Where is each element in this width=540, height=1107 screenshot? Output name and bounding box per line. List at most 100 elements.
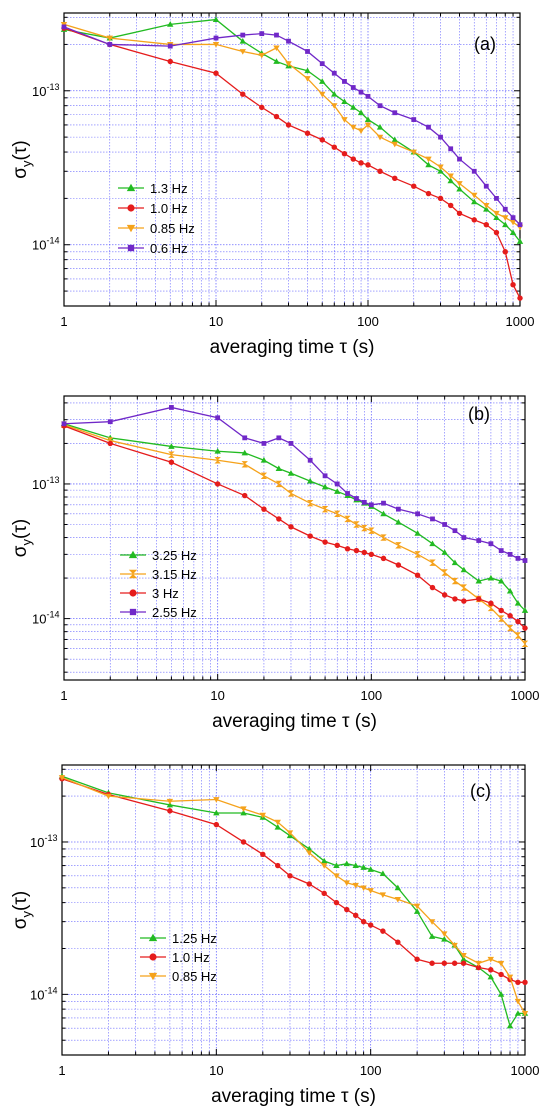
legend-label: 3.25 Hz (152, 548, 197, 563)
data-point (497, 991, 505, 997)
x-tick-label: 1 (58, 1063, 65, 1078)
data-point (354, 496, 359, 501)
data-point (429, 584, 436, 591)
data-point (509, 219, 517, 226)
legend-marker (148, 972, 158, 981)
data-point (521, 1010, 529, 1017)
data-point (494, 195, 499, 201)
data-point (321, 505, 329, 513)
data-point (460, 584, 468, 591)
data-point (361, 549, 368, 556)
data-point (304, 130, 311, 136)
data-point (214, 448, 221, 454)
data-point (306, 850, 313, 856)
panel-label: (a) (474, 34, 496, 54)
data-point (448, 146, 454, 152)
data-point (483, 203, 490, 209)
data-point (242, 492, 248, 499)
data-point (61, 24, 67, 30)
data-point (287, 873, 293, 879)
data-point (353, 521, 360, 528)
legend-label: 2.55 Hz (152, 605, 197, 620)
legend-label: 3.15 Hz (152, 567, 197, 582)
data-point (242, 435, 248, 441)
data-point (460, 953, 467, 959)
data-point (358, 89, 364, 95)
data-point (461, 535, 467, 540)
data-point (392, 175, 398, 182)
data-point (341, 98, 348, 105)
data-point (107, 42, 113, 47)
data-point (425, 161, 432, 168)
data-point (350, 85, 356, 90)
data-point (380, 534, 387, 541)
data-point (483, 221, 489, 228)
data-point (307, 457, 313, 463)
series-line (61, 778, 525, 983)
data-point (167, 21, 174, 27)
data-point (510, 281, 516, 288)
legend-marker (126, 183, 136, 192)
x-tick-label: 1000 (511, 1063, 540, 1078)
data-point (394, 884, 402, 891)
plot-frame (63, 395, 526, 681)
data-point (497, 960, 505, 967)
data-point (441, 931, 448, 937)
grid (63, 13, 521, 307)
data-point (498, 548, 504, 553)
y-axis-label: σy(τ) (10, 519, 34, 557)
data-point (395, 939, 401, 945)
legend-marker (126, 224, 136, 233)
data-point (414, 572, 421, 578)
data-point (360, 864, 367, 870)
data-point (517, 295, 523, 301)
y-axis-label: σy(τ) (10, 140, 34, 178)
data-point (276, 435, 282, 441)
legend-label: 1.0 Hz (150, 201, 188, 216)
data-point (364, 122, 372, 129)
data-point (350, 156, 356, 162)
data-point (215, 415, 221, 421)
data-point (344, 906, 350, 913)
data-point (167, 58, 173, 65)
data-point (275, 465, 283, 472)
data-point (240, 839, 247, 845)
data-point (394, 896, 402, 903)
data-point (461, 598, 467, 604)
data-point (241, 449, 248, 456)
data-point (429, 960, 435, 966)
x-tick-label: 100 (357, 314, 379, 329)
data-point (344, 515, 351, 523)
x-axis-label: averaging time τ (s) (212, 711, 377, 732)
data-point (273, 58, 280, 64)
y-tick-label: 10-13 (32, 82, 59, 99)
data-point (452, 528, 458, 534)
data-point (437, 195, 444, 202)
data-point (379, 870, 387, 877)
data-point (451, 960, 458, 966)
data-point (288, 441, 294, 446)
data-point (304, 76, 311, 82)
legend-label: 1.0 Hz (172, 950, 210, 965)
data-point (276, 516, 282, 522)
data-point (447, 202, 454, 209)
data-point (515, 555, 521, 561)
data-point (106, 35, 113, 42)
data-point (360, 885, 367, 892)
legend: 1.3 Hz 1.0 Hz 0.85 Hz 0.6 Hz (118, 181, 195, 256)
series-2 (60, 421, 529, 647)
data-point (488, 600, 494, 606)
data-point (521, 640, 529, 647)
data-point (497, 577, 505, 584)
legend-marker (129, 608, 137, 616)
data-point (475, 964, 482, 971)
legend: 3.25 Hz 3.15 Hz 3 Hz 2.55 Hz (120, 548, 197, 620)
data-point (425, 156, 432, 163)
data-point (319, 91, 326, 98)
data-point (488, 541, 494, 547)
data-point (442, 522, 448, 527)
data-point (334, 542, 340, 549)
x-tick-label: 10 (210, 688, 224, 703)
y-tick-label: 10-14 (30, 985, 57, 1002)
